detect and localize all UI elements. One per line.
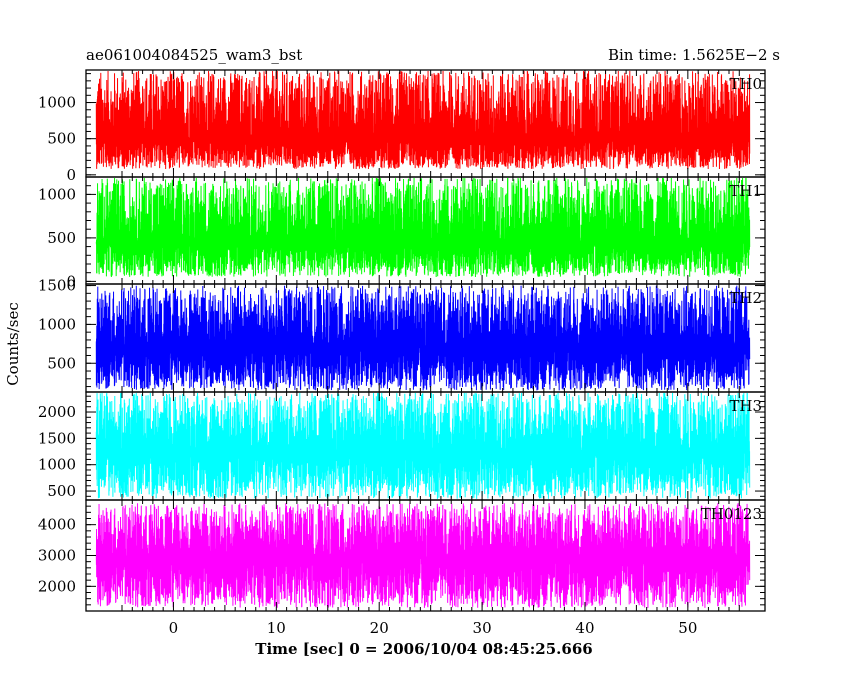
x-tick-label: 30: [473, 619, 492, 637]
y-tick-label: 500: [47, 229, 76, 247]
y-tick-label: 1000: [38, 185, 76, 203]
y-tick-label: 500: [47, 130, 76, 148]
y-tick-label: 1500: [38, 277, 76, 295]
x-tick-label: 10: [267, 619, 286, 637]
traces-layer: [95, 70, 751, 608]
trace-th1: [95, 177, 751, 278]
y-tick-label: 2000: [38, 403, 76, 421]
panel-label-th1: TH1: [729, 182, 762, 200]
y-tick-label: 1000: [38, 315, 76, 333]
panel-label-th3: TH3: [729, 397, 762, 415]
trace-th0: [95, 70, 751, 170]
panel-label-th2: TH2: [729, 289, 762, 307]
trace-th2: [95, 285, 751, 391]
trace-th3: [95, 392, 751, 499]
y-tick-label: 500: [47, 482, 76, 500]
panel-label-th0123: TH0123: [701, 505, 762, 523]
x-tick-label: 0: [169, 619, 179, 637]
x-axis-label: Time [sec] 0 = 2006/10/04 08:45:25.666: [255, 640, 592, 658]
y-tick-label: 1000: [38, 456, 76, 474]
y-tick-label: 4000: [38, 516, 76, 534]
y-tick-label: 500: [47, 354, 76, 372]
bin-time-label: Bin time: 1.5625E−2 s: [608, 46, 780, 64]
x-tick-label: 40: [575, 619, 594, 637]
y-tick-label: 0: [66, 166, 76, 184]
y-tick-label: 3000: [38, 547, 76, 565]
chart-title: ae061004084525_wam3_bst: [86, 46, 302, 64]
y-axis-label: Counts/sec: [4, 302, 22, 386]
y-tick-label: 1000: [38, 94, 76, 112]
y-tick-label: 0: [66, 272, 76, 290]
x-tick-label: 20: [370, 619, 389, 637]
x-tick-label: 50: [678, 619, 697, 637]
panel-label-th0: TH0: [729, 75, 762, 93]
ticks-layer: 0500100005001000500100015005001000150020…: [38, 70, 765, 637]
y-tick-label: 1500: [38, 429, 76, 447]
trace-th0123: [95, 503, 751, 608]
y-tick-label: 2000: [38, 577, 76, 595]
panel-labels: TH0 TH1 TH2 TH3 TH0123: [701, 75, 762, 523]
